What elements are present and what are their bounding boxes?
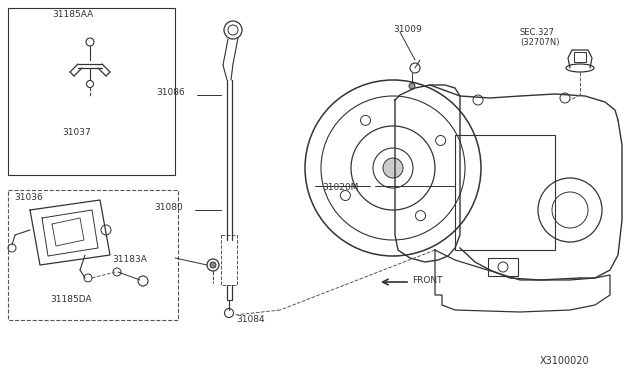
Bar: [488, 258, 518, 276]
Bar: [8, 8, 175, 175]
Bar: [8, 190, 178, 320]
Bar: [455, 135, 555, 250]
Circle shape: [210, 262, 216, 268]
Text: 31037: 31037: [62, 128, 91, 137]
Bar: [221, 235, 237, 285]
Text: 31009: 31009: [393, 25, 422, 34]
Text: (32707N): (32707N): [520, 38, 559, 47]
Text: 31185DA: 31185DA: [50, 295, 92, 304]
Text: 31080: 31080: [154, 203, 183, 212]
Text: SEC.327: SEC.327: [520, 28, 555, 37]
Text: 31183A: 31183A: [112, 255, 147, 264]
Text: FRONT: FRONT: [412, 276, 442, 285]
Text: 31086: 31086: [156, 88, 185, 97]
Text: 31036: 31036: [14, 193, 43, 202]
Text: 31185AA: 31185AA: [52, 10, 93, 19]
Text: X3100020: X3100020: [540, 356, 589, 366]
Circle shape: [383, 158, 403, 178]
Text: 31020M: 31020M: [322, 183, 358, 192]
Bar: [574, 52, 586, 62]
Text: 31084: 31084: [236, 315, 264, 324]
Circle shape: [409, 83, 415, 89]
